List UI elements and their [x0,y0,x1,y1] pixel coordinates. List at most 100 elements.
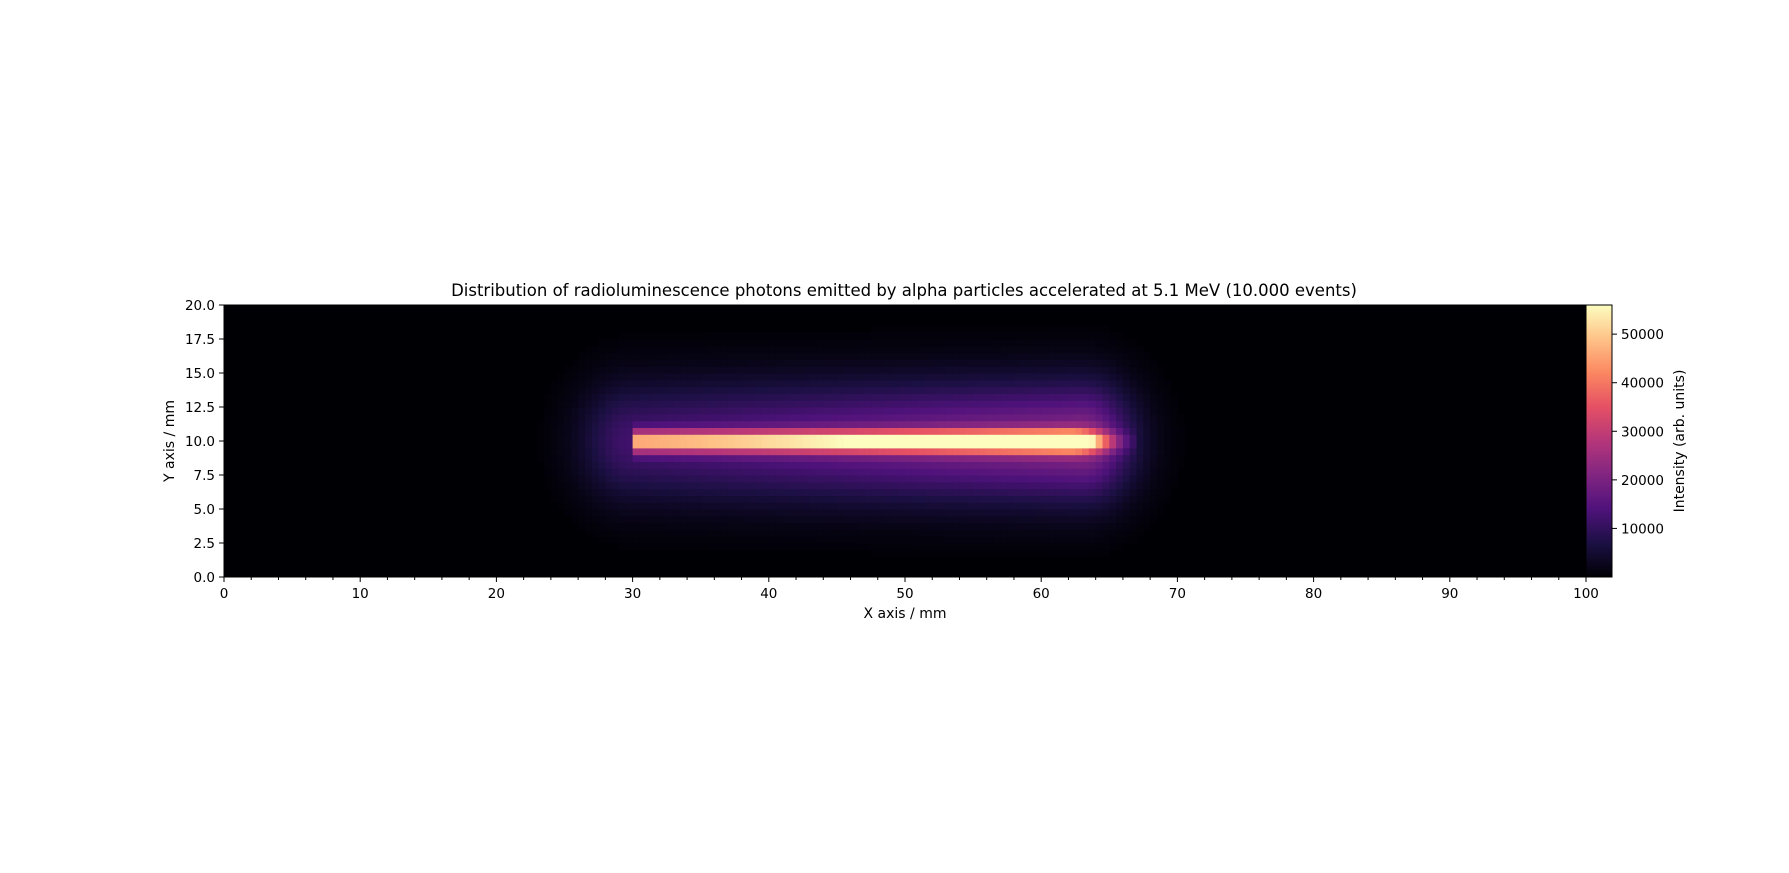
heatmap-cell [673,488,681,496]
heatmap-cell [857,502,865,510]
heatmap-cell [537,447,545,456]
heatmap-cell [830,379,838,388]
heatmap-cell [1013,373,1022,381]
heatmap-cell [850,427,858,435]
heatmap-cell [714,454,722,462]
heatmap-cell [823,536,831,544]
heatmap-cell [618,468,627,476]
heatmap-cell [850,339,858,347]
heatmap-cell [850,536,858,544]
heatmap-cell [857,441,865,449]
heatmap-cell [1143,373,1151,381]
heatmap-cell [939,441,947,449]
heatmap-cell [1122,339,1131,347]
heatmap-cell [877,413,886,422]
heatmap-cell [707,345,715,354]
heatmap-cell [966,475,974,483]
heatmap-cell [782,352,790,360]
heatmap-cell [1088,536,1097,544]
heatmap-cell [918,359,927,367]
heatmap-cell [1048,345,1056,354]
heatmap-cell [571,393,579,401]
heatmap-cell [557,407,566,415]
heatmap-cell [789,461,797,469]
heatmap-cell [891,352,899,360]
heatmap-cell [959,434,967,442]
heatmap-cell [986,359,995,367]
heatmap-cell [891,345,899,354]
heatmap-cell [986,536,995,544]
heatmap-cell [959,386,967,394]
heatmap-cell [741,509,749,517]
heatmap-cell [646,366,654,374]
heatmap-cell [1122,509,1131,517]
heatmap-cell [1007,536,1015,544]
heatmap-cell [830,454,838,462]
heatmap-cell [823,522,831,530]
heatmap-cell [959,413,967,422]
heatmap-cell [680,352,688,360]
heatmap-cell [755,515,763,524]
heatmap-cell [659,407,668,415]
heatmap-cell [877,468,886,476]
heatmap-cell [578,386,586,394]
heatmap-cell [639,468,647,476]
heatmap-cell [714,332,722,340]
heatmap-cell [632,495,641,503]
heatmap-cell [1075,495,1083,503]
heatmap-cell [1020,461,1029,469]
heatmap-cell [653,461,661,469]
heatmap-cell [932,345,940,354]
heatmap-cell [802,502,811,510]
heatmap-cell [809,359,818,367]
heatmap-cell [557,461,566,469]
heatmap-cell [973,352,981,360]
heatmap-cell [809,366,818,374]
heatmap-cell [1129,447,1138,456]
heatmap-cell [680,475,688,483]
heatmap-cell [1129,468,1138,476]
heatmap-cell [564,509,572,517]
heatmap-cell [857,447,865,456]
heatmap-cell [939,495,947,503]
heatmap-cell [809,386,818,394]
heatmap-cell [646,352,654,360]
heatmap-cell [891,549,899,558]
colorbar-tick-label: 50000 [1621,327,1664,343]
heatmap-cell [707,441,715,449]
heatmap-cell [700,379,709,388]
heatmap-cell [775,339,784,347]
heatmap-cell [680,400,688,408]
heatmap-cell [1007,386,1015,394]
heatmap-cell [836,495,845,503]
heatmap-cell [830,352,838,360]
heatmap-cell [761,481,770,490]
heatmap-cell [1020,441,1029,449]
heatmap-cell [939,407,947,415]
heatmap-cell [591,379,600,388]
heatmap-cell [1082,515,1090,524]
heatmap-cell [707,502,715,510]
heatmap-cell [809,427,818,435]
heatmap-cell [905,400,913,408]
heatmap-cell [700,413,709,422]
heatmap-cell [632,522,641,530]
heatmap-cell [905,379,913,388]
heatmap-cell [591,454,600,462]
heatmap-cell [584,427,593,435]
heatmap-cell [680,427,688,435]
heatmap-cell [884,400,892,408]
heatmap-cell [1088,434,1097,442]
heatmap-cell [632,454,641,462]
heatmap-cell [993,495,1001,503]
heatmap-cell [1068,332,1076,340]
heatmap-cell [959,481,967,490]
heatmap-cell [707,407,715,415]
heatmap-cell [1075,549,1083,558]
heatmap-cell [1095,339,1104,347]
heatmap-cell [612,345,620,354]
heatmap-cell [666,352,675,360]
heatmap-cell [721,339,729,347]
heatmap-cell [768,366,777,374]
heatmap-cell [605,509,613,517]
